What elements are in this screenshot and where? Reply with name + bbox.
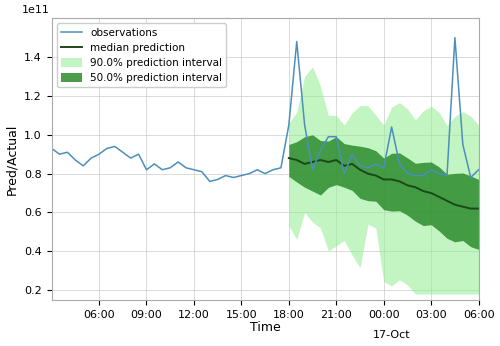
median prediction	[365, 172, 371, 176]
median prediction	[468, 207, 473, 211]
median prediction	[420, 189, 426, 193]
median prediction	[404, 183, 410, 187]
median prediction	[326, 160, 332, 164]
observations	[468, 175, 473, 180]
median prediction	[294, 158, 300, 162]
median prediction	[436, 195, 442, 199]
median prediction	[357, 168, 363, 172]
Line: observations: observations	[52, 38, 478, 181]
X-axis label: Time: Time	[250, 321, 280, 334]
observations	[48, 146, 54, 151]
Text: 1e11: 1e11	[22, 6, 50, 16]
median prediction	[310, 160, 316, 164]
median prediction	[460, 204, 466, 209]
median prediction	[373, 173, 379, 177]
observations	[96, 152, 102, 156]
median prediction	[341, 164, 347, 168]
Legend: observations, median prediction, 90.0% prediction interval, 50.0% prediction int: observations, median prediction, 90.0% p…	[57, 24, 226, 88]
median prediction	[476, 207, 482, 211]
Y-axis label: Pred/Actual: Pred/Actual	[6, 124, 18, 195]
median prediction	[452, 203, 458, 207]
observations	[436, 172, 442, 176]
observations	[206, 179, 212, 183]
observations	[128, 156, 134, 160]
median prediction	[349, 162, 355, 166]
observations	[152, 162, 158, 166]
median prediction	[396, 179, 402, 183]
median prediction	[388, 177, 394, 182]
median prediction	[380, 177, 386, 182]
observations	[476, 168, 482, 172]
Text: 17-Oct: 17-Oct	[373, 330, 410, 340]
median prediction	[334, 158, 340, 162]
median prediction	[428, 191, 434, 195]
median prediction	[318, 158, 324, 162]
Line: median prediction: median prediction	[289, 158, 478, 209]
median prediction	[302, 162, 308, 166]
median prediction	[412, 185, 418, 189]
observations	[452, 36, 458, 40]
observations	[214, 177, 220, 182]
median prediction	[286, 156, 292, 160]
median prediction	[444, 199, 450, 203]
